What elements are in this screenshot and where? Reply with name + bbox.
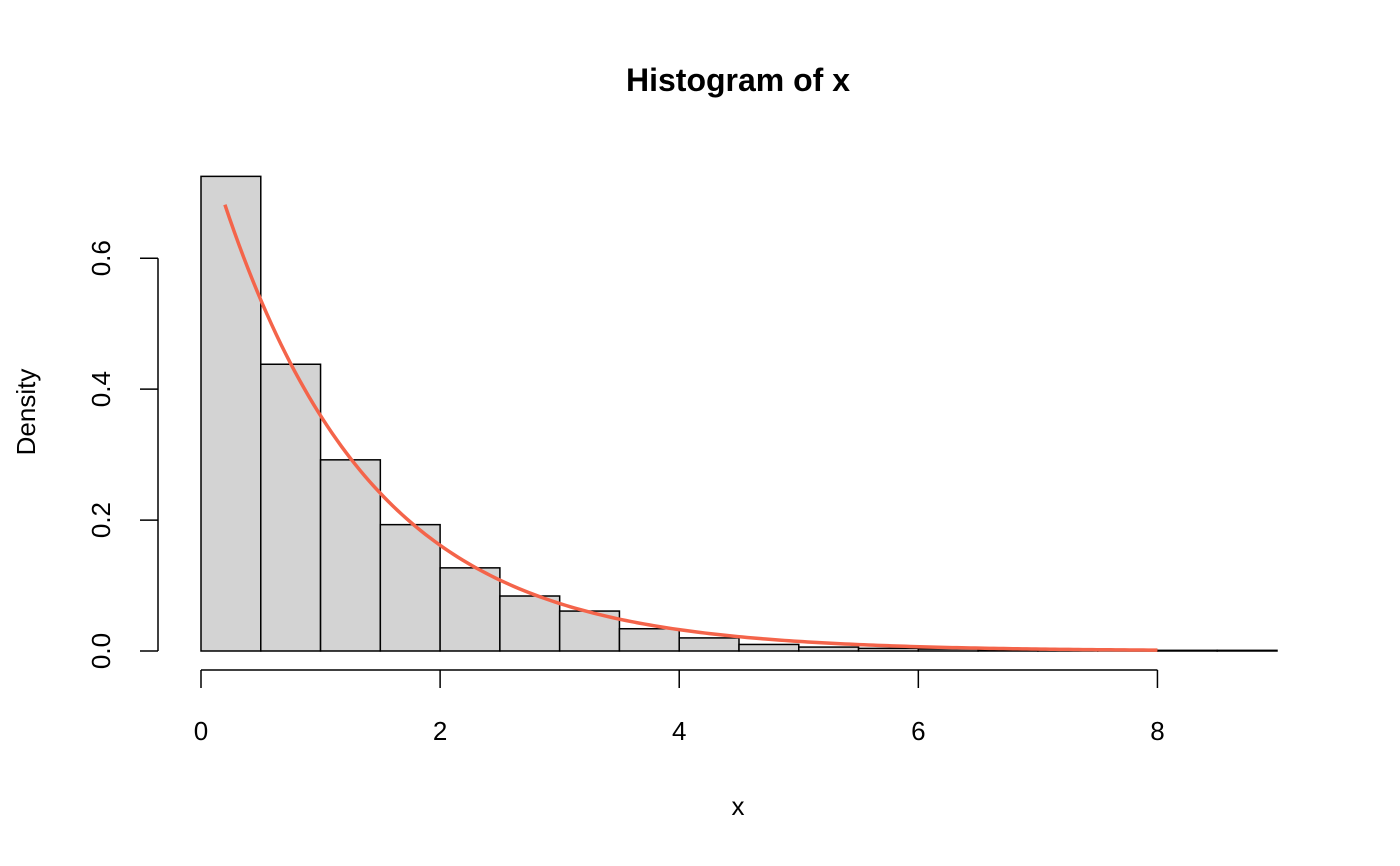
chart-title: Histogram of x: [626, 62, 850, 98]
histogram-bar: [200, 175, 262, 652]
histogram-bar: [319, 459, 382, 652]
y-tick-label: 0.4: [86, 371, 116, 407]
histogram-bar: [1216, 649, 1278, 652]
histogram-bar: [738, 643, 800, 652]
histogram-bar: [798, 646, 860, 652]
x-tick-label: 2: [433, 716, 447, 746]
x-tick-label: 8: [1150, 716, 1164, 746]
x-axis-label: x: [732, 791, 745, 821]
histogram-bars: [200, 175, 1278, 652]
y-tick-label: 0.2: [86, 502, 116, 538]
y-tick-label: 0.0: [86, 633, 116, 669]
histogram-bar: [857, 647, 920, 652]
x-tick-label: 0: [194, 716, 208, 746]
y-axis: 0.0 0.2 0.4 0.6: [86, 240, 159, 669]
y-axis-label: Density: [11, 369, 41, 456]
density-curve: [223, 204, 1158, 652]
histogram-bar: [260, 363, 322, 652]
x-tick-label: 4: [672, 716, 686, 746]
x-axis: 0 2 4 6 8: [194, 669, 1165, 746]
histogram-bar: [439, 567, 501, 652]
histogram-bar: [379, 523, 441, 652]
histogram-bar: [1156, 649, 1218, 652]
y-tick-label: 0.6: [86, 240, 116, 276]
histogram-bar: [678, 637, 740, 652]
histogram-bar: [618, 627, 680, 652]
x-tick-label: 6: [911, 716, 925, 746]
density-curve-layer: [223, 204, 1158, 652]
histogram-bar: [499, 595, 561, 652]
